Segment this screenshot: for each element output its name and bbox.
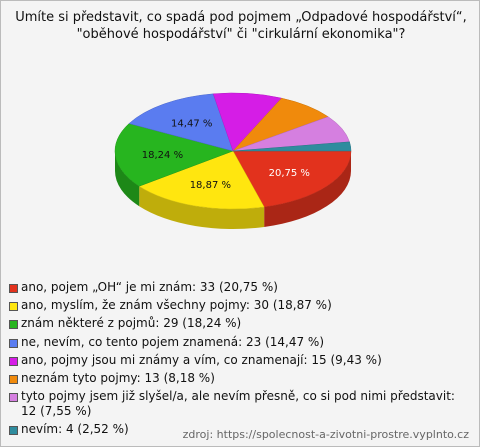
legend-swatch <box>9 302 18 312</box>
slice-label: 20,75 % <box>269 168 310 179</box>
title-line: Umíte si představit, co spadá pod pojmem… <box>15 10 467 25</box>
slice-label: 18,24 % <box>142 150 183 161</box>
legend-item: ano, pojem „OH“ je mi znám: 33 (20,75 %) <box>9 280 471 295</box>
pie: 20,75 % 18,87 % 18,24 % 14,47 % <box>114 92 352 229</box>
legend-item: ne, nevím, co tento pojem znamená: 23 (1… <box>9 335 471 350</box>
legend-swatch <box>9 320 18 330</box>
slice <box>232 141 352 152</box>
slice <box>114 123 234 187</box>
chart: Umíte si představit, co spadá pod pojmem… <box>15 10 467 229</box>
legend-swatch <box>9 284 18 293</box>
legend-swatch <box>9 374 18 384</box>
slice <box>232 150 352 208</box>
legend-label: ano, myslím, že znám všechny pojmy: 30 (… <box>21 298 332 313</box>
legend: ano, pojem „OH“ je mi znám: 33 (20,75 %)… <box>9 280 471 441</box>
legend-item: ano, myslím, že znám všechny pojmy: 30 (… <box>9 298 471 313</box>
chart-title: Umíte si představit, co spadá pod pojmem… <box>15 10 467 42</box>
legend-item: neznám tyto pojmy: 13 (8,18 %) <box>9 371 471 386</box>
legend-label: neznám tyto pojmy: 13 (8,18 %) <box>21 370 215 385</box>
slice <box>128 93 234 152</box>
legend-label: znám některé z pojmů: 29 (18,24 %) <box>21 316 242 331</box>
legend-label: ano, pojem „OH“ je mi znám: 33 (20,75 %) <box>21 280 278 294</box>
legend-label: tyto pojmy jsem již slyšel/a, ale nevím … <box>21 389 455 419</box>
slice-label: 18,87 % <box>190 180 231 191</box>
title-line: "oběhové hospodářství" či "cirkulární ek… <box>77 27 406 42</box>
legend-swatch <box>9 393 18 403</box>
legend-swatch <box>9 356 18 366</box>
legend-item: nevím: 4 (2,52 %) <box>9 422 471 437</box>
slice-side <box>264 151 351 227</box>
source: zdroj: https://spolecnost-a-zivotni-pros… <box>182 428 469 441</box>
legend-label: ne, nevím, co tento pojem znamená: 23 (1… <box>21 334 325 349</box>
slice-side <box>115 151 140 207</box>
legend-label: ano, pojmy jsou mi známy a vím, co zname… <box>21 352 382 367</box>
legend-swatch <box>9 426 18 436</box>
slice-side <box>139 186 265 229</box>
legend-item: znám některé z pojmů: 29 (18,24 %) <box>9 316 471 331</box>
legend-swatch <box>9 338 18 348</box>
legend-item: ano, pojmy jsou mi známy a vím, co zname… <box>9 353 471 368</box>
slice <box>138 150 265 210</box>
legend-item: tyto pojmy jsem již slyšel/a, ale nevím … <box>9 389 471 419</box>
legend-label: nevím: 4 (2,52 %) <box>21 422 129 437</box>
slice-label: 14,47 % <box>171 119 212 130</box>
